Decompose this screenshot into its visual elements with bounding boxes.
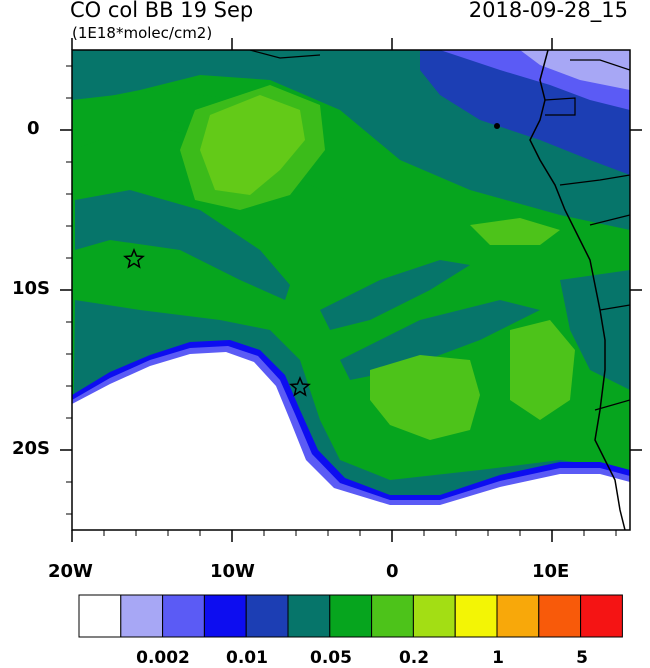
colorbar-swatch (580, 594, 623, 638)
minor-ticks (66, 65, 617, 536)
y-label-10s: 10S (12, 278, 51, 299)
colorbar (78, 594, 623, 638)
border-line-2 (544, 97, 576, 116)
colorbar-swatch (120, 594, 164, 638)
border-line-5 (599, 304, 630, 311)
field-clean-region (72, 352, 630, 530)
plot-area (72, 50, 630, 530)
map-title: CO col BB 19 Sep (70, 0, 254, 22)
field-lightgreen-east (510, 320, 575, 420)
x-label-10e: 10E (532, 561, 570, 582)
border-line-3 (559, 174, 630, 186)
field-teal-streak-1 (320, 260, 470, 330)
colorbar-swatch (78, 594, 122, 638)
field-green-north (72, 90, 360, 205)
africa-coastline (529, 50, 626, 530)
axis-ticks (60, 38, 642, 542)
colorbar-label: 0.01 (226, 648, 268, 668)
y-label-0: 0 (27, 118, 40, 139)
field-lightgreen-south (370, 355, 480, 440)
x-label-20w: 20W (48, 561, 93, 582)
colorbar-swatch (287, 594, 331, 638)
colorbar-swatch (162, 594, 205, 638)
colorbar-swatch (412, 594, 456, 638)
island-dot (494, 123, 500, 129)
colorbar-swatch (245, 594, 289, 638)
border-line-north (249, 50, 321, 59)
x-label-0: 0 (386, 561, 399, 582)
colorbar-swatch (538, 594, 582, 638)
colorbar-swatch (329, 594, 373, 638)
colorbar-label: 1 (492, 648, 504, 668)
x-label-10w: 10W (210, 561, 255, 582)
field-lightgreen-north (180, 85, 325, 210)
timestamp-label: 2018-09-28_15 (468, 0, 628, 22)
star-marker (289, 376, 311, 397)
colorbar-swatch (371, 594, 414, 638)
field-paleblue-ne (520, 50, 630, 90)
colorbar-label: 5 (576, 648, 588, 668)
colorbar-label: 0.05 (310, 648, 352, 668)
colorbar-label: 0.2 (398, 648, 430, 668)
field-teal-streak-2 (340, 300, 540, 380)
field-teal-east (560, 270, 630, 390)
border-line-4 (589, 214, 630, 226)
border-line-1 (570, 59, 630, 71)
colorbar-label: 0.002 (136, 648, 190, 668)
colorbar-swatch (203, 594, 247, 638)
units-label: (1E18*molec/cm2) (72, 24, 213, 42)
colorbar-swatch (496, 594, 540, 638)
border-line-6 (594, 399, 630, 411)
field-teal-mid (75, 190, 290, 300)
field-lightgreen-streak (470, 218, 560, 245)
colorbar-swatch (454, 594, 498, 638)
y-label-20s: 20S (12, 438, 51, 459)
star-marker (123, 248, 145, 269)
